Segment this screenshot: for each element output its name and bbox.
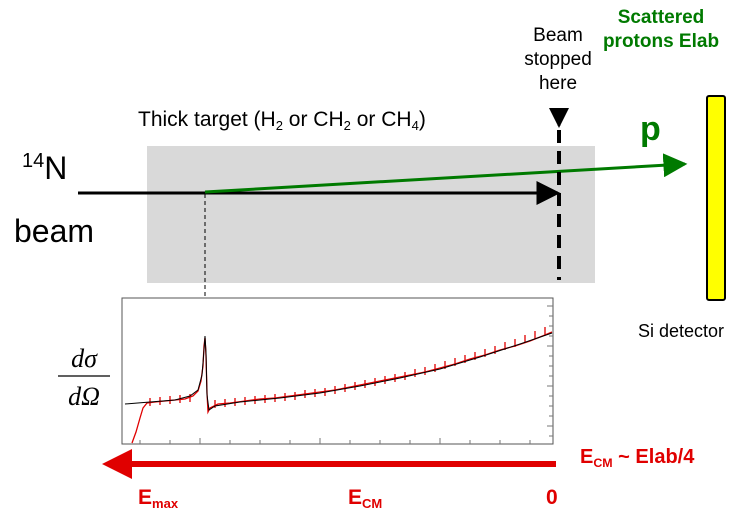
ecm-elab-relation: ECM ~ Elab/4	[580, 446, 695, 470]
proton-arrow	[204, 153, 688, 194]
plot-frame	[121, 297, 554, 445]
svg-text:dΩ: dΩ	[68, 382, 100, 411]
cross-section-ylabel: dσ dΩ	[58, 344, 110, 411]
si-detector	[706, 95, 726, 301]
zero-energy-label: 0	[546, 486, 558, 509]
target-label: Thick target (H2 or CH2 or CH4)	[138, 108, 426, 133]
thick-target	[147, 146, 595, 283]
beam-isotope-label: 14N	[22, 150, 68, 186]
svg-text:dσ: dσ	[71, 344, 98, 373]
fit-curve	[124, 332, 553, 411]
plot-ticks	[139, 305, 553, 444]
beam-stopped-label: Beam stopped here	[524, 25, 592, 94]
cross-section-plot	[121, 297, 554, 445]
ecm-axis-label: ECM	[348, 486, 383, 511]
scattered-protons-label: Scattered protons Elab	[602, 7, 720, 52]
beam-label: beam	[14, 213, 95, 249]
emax-label: Emax	[138, 486, 179, 511]
si-detector-label: Si detector	[638, 321, 725, 341]
proton-label: p	[640, 110, 661, 148]
